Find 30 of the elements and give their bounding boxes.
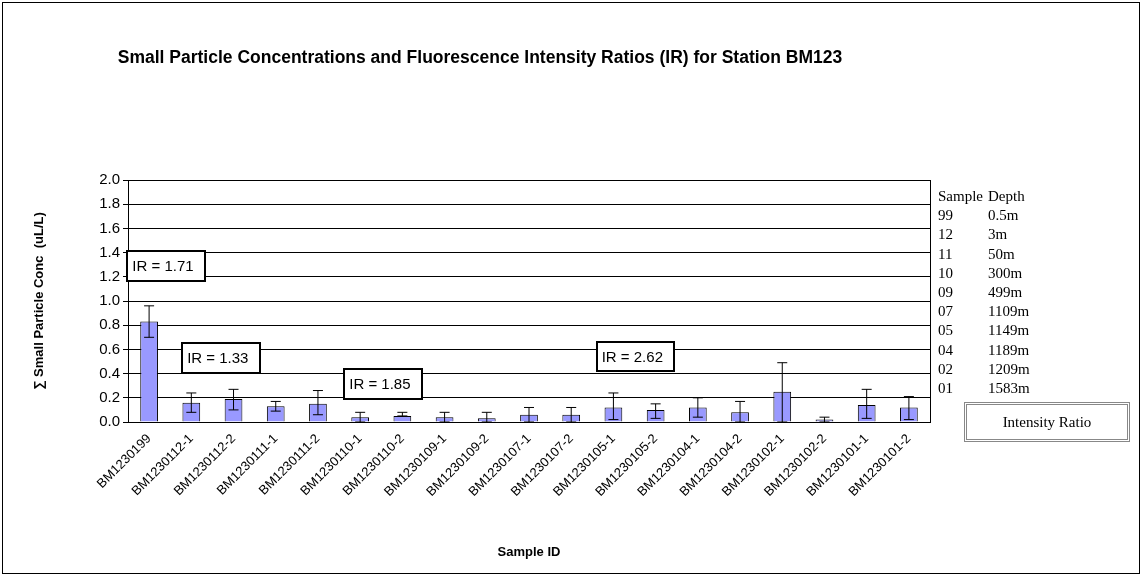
text: 07 1109m [938,303,1030,320]
text: 12 3m [938,226,1008,243]
y-tick-label: 1.8 [99,194,120,212]
chart-title: Small Particle Concentrations and Fluorescence Intensity Ratios (IR) for Station BM123 [116,46,844,69]
text: 01 1583m [938,380,1030,397]
text: Sample Depth [938,187,1025,206]
y-tick-label: 1.0 [99,291,120,309]
x-axis-title: Sample ID [497,543,561,559]
y-tick-label: 0.0 [99,412,120,430]
y-tick-label: 0.6 [99,339,120,357]
text: 05 1149m [938,322,1030,339]
text-box: IR = 1.33 [181,342,261,374]
text: 04 1189m [938,341,1030,358]
y-tick-label: 0.4 [99,363,120,381]
text-box: IR = 1.85 [343,367,424,401]
y-tick-label: 0.8 [99,315,120,333]
text: 02 1209m [938,360,1030,377]
text: 10 300m [938,264,1023,281]
text: Intensity Ratio [964,402,1130,442]
y-tick-label: 1.4 [99,242,120,260]
y-tick-label: 1.6 [99,218,120,236]
text: 09 499m [938,284,1023,301]
y-axis-title: ∑ Small Particle Conc (uL/L) [31,212,47,390]
text-box: IR = 2.62 [595,340,676,373]
y-tick-label: 0.2 [99,387,120,405]
y-tick-label: 1.2 [99,266,120,284]
y-tick-label: 2.0 [99,170,120,188]
text: 99 0.5m [938,207,1019,224]
text: 11 50m [938,245,1015,262]
text-box: IR = 1.71 [126,250,207,282]
